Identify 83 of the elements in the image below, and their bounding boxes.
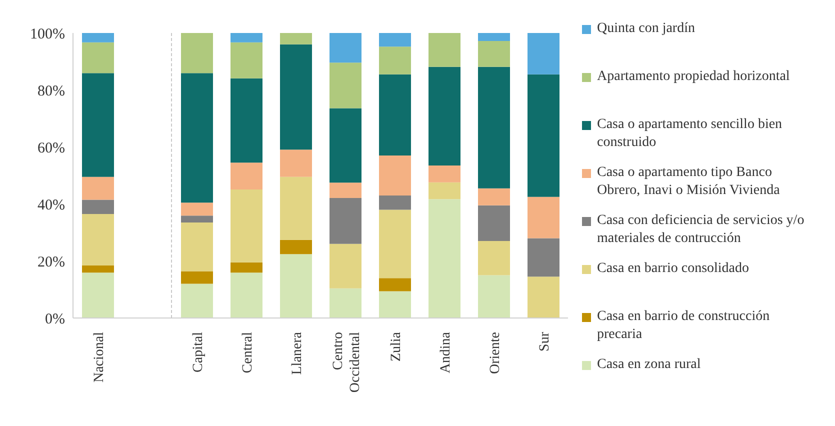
bar xyxy=(330,288,362,318)
legend-label: Casa con deficiencia de servicios y/o materiales de contrucción xyxy=(597,212,806,248)
bar xyxy=(230,78,262,163)
legend-label: Casa en barrio consolidado xyxy=(597,260,750,278)
x-tick-label: Oriente xyxy=(488,332,503,374)
bar xyxy=(428,166,460,182)
bar xyxy=(82,266,114,273)
bar xyxy=(82,33,114,42)
y-tick-label: 20% xyxy=(38,254,65,270)
x-tick-label: Nacional xyxy=(92,332,107,383)
bar xyxy=(280,44,312,150)
legend-label: Casa o apartamento sencillo bien construido xyxy=(597,116,784,152)
bar xyxy=(181,222,213,272)
bar xyxy=(181,33,213,74)
bar xyxy=(280,254,312,318)
bar xyxy=(82,200,114,214)
bar xyxy=(478,275,510,318)
x-tick-label: Sur xyxy=(537,332,552,352)
bar xyxy=(478,40,510,67)
bar xyxy=(478,188,510,206)
bar xyxy=(428,66,460,166)
bar xyxy=(478,205,510,242)
x-tick-label: Centro Occidental xyxy=(330,332,363,393)
bar xyxy=(528,33,560,74)
bar xyxy=(478,66,510,188)
y-tick-label: 60% xyxy=(38,140,65,156)
bar xyxy=(330,108,362,183)
bar xyxy=(379,291,411,318)
bar xyxy=(379,46,411,74)
bar xyxy=(230,189,262,262)
x-tick-label: Andina xyxy=(438,331,454,374)
bar xyxy=(528,276,560,318)
x-tick-label: Capital xyxy=(190,332,206,372)
bar xyxy=(181,284,213,318)
bar xyxy=(379,210,411,278)
legend-label: Casa en zona rural xyxy=(597,356,701,374)
y-tick-label: 0% xyxy=(45,311,65,328)
bar xyxy=(379,195,411,210)
bar xyxy=(280,176,312,240)
y-tick-label: 80% xyxy=(38,83,65,100)
bar xyxy=(428,182,460,200)
bar xyxy=(230,42,262,78)
legend-label: Casa en barrio de construcción precaria xyxy=(597,308,771,344)
y-tick-label: 100% xyxy=(30,26,65,42)
bar xyxy=(82,214,114,266)
bar xyxy=(528,74,560,197)
bar xyxy=(181,73,213,203)
bar xyxy=(330,62,362,108)
bar xyxy=(230,33,262,42)
bar xyxy=(528,196,560,238)
legend-label: Quinta con jardín xyxy=(597,20,695,38)
bar xyxy=(230,272,262,318)
bar xyxy=(181,271,213,284)
legend-label: Casa o apartamento tipo Banco Obrero, Inavi o Misión Vivienda xyxy=(597,164,781,200)
bar xyxy=(280,33,312,44)
bar xyxy=(379,156,411,196)
bar xyxy=(379,278,411,292)
bar xyxy=(82,42,114,74)
bar xyxy=(428,33,460,67)
bar xyxy=(181,202,213,216)
bar xyxy=(230,162,262,190)
bar xyxy=(330,244,362,288)
bar xyxy=(82,272,114,318)
bar xyxy=(379,74,411,156)
bar xyxy=(428,199,460,318)
bar xyxy=(330,182,362,198)
bar xyxy=(280,240,312,254)
bar xyxy=(478,33,510,41)
x-tick-label: Zulia xyxy=(388,331,404,362)
bar xyxy=(280,150,312,177)
bar xyxy=(379,33,411,47)
x-tick-label: Llanera xyxy=(290,331,305,375)
legend-label: Apartamento propiedad horizontal xyxy=(597,68,790,86)
x-tick-label: Central xyxy=(240,332,256,374)
bar xyxy=(330,198,362,244)
bar xyxy=(230,262,262,273)
y-tick-label: 40% xyxy=(38,197,65,214)
bar xyxy=(528,238,560,277)
bar xyxy=(82,176,114,200)
bar xyxy=(330,33,362,63)
bar xyxy=(181,216,213,223)
bar xyxy=(478,241,510,276)
bar xyxy=(82,73,114,177)
